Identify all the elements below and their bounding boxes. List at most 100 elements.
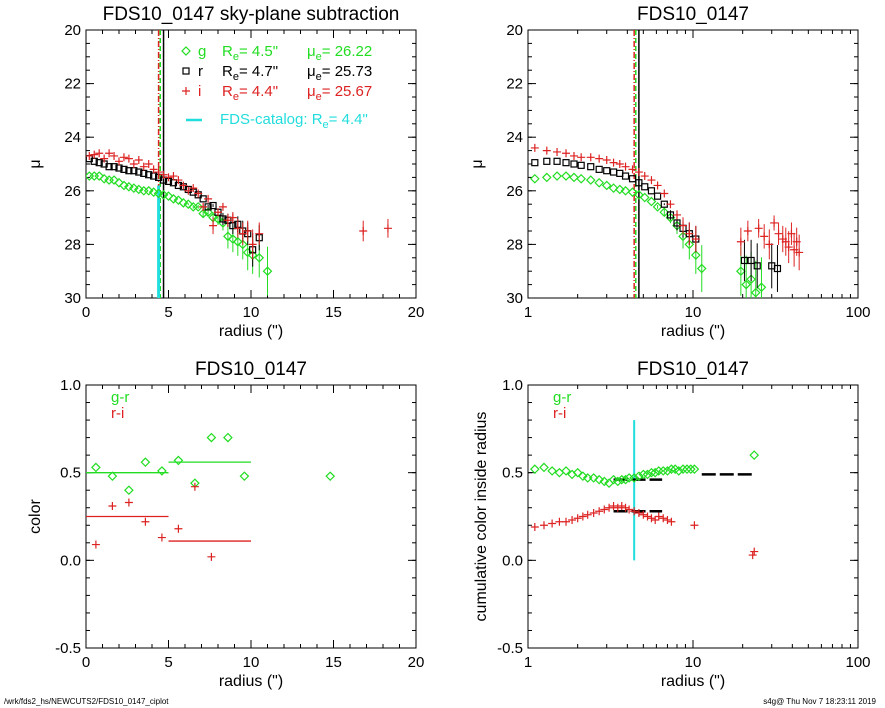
point-g: [750, 287, 761, 298]
point-i: [154, 168, 163, 177]
point-i: [228, 213, 237, 222]
point-ri: [141, 517, 150, 526]
y-tick-label: 0.5: [60, 465, 81, 482]
x-tick-label: 10: [685, 304, 702, 321]
point-g: [254, 252, 265, 263]
point-i: [660, 189, 669, 198]
x-tick-label: 10: [685, 654, 702, 671]
y-tick-label: 24: [64, 129, 81, 146]
point-r: [616, 169, 624, 177]
legend-band-i: i: [198, 83, 201, 100]
point-g: [237, 239, 248, 250]
point-ri: [617, 501, 626, 510]
point-i: [673, 210, 682, 219]
point-g: [89, 171, 100, 181]
point-ri: [583, 510, 592, 519]
x-tick-label: 10: [243, 654, 260, 671]
catalog-value: = 4.4": [329, 111, 368, 128]
y-tick-label: 24: [506, 129, 523, 146]
re-symbol: R: [222, 83, 233, 100]
re-symbol: R: [222, 43, 233, 60]
point-r: [595, 165, 603, 173]
point-g: [119, 180, 129, 191]
y-tick-label: 30: [506, 290, 523, 307]
point-r: [219, 215, 227, 223]
point-i: [754, 224, 763, 233]
point-ri: [595, 507, 604, 516]
point-g: [99, 173, 109, 184]
plot-area: [529, 30, 804, 298]
point-g: [124, 181, 134, 192]
legend-band-g: g: [198, 43, 206, 60]
point-gr: [547, 466, 557, 476]
footer-timestamp: s4g@ Thu Nov 7 18:23:11 2019: [763, 697, 876, 706]
chart-title: FDS10_0147: [637, 4, 749, 25]
point-gr: [561, 466, 571, 476]
point-r: [95, 159, 103, 167]
point-i: [653, 181, 662, 190]
point-i: [784, 243, 793, 252]
point-i: [795, 248, 804, 257]
footer-path: /wrk/fds2_hs/NEWCUTS2/FDS10_0147_ciplot: [4, 697, 169, 706]
point-i: [233, 224, 242, 233]
point-r: [609, 168, 618, 176]
point-i: [95, 149, 104, 158]
point-i: [609, 158, 618, 167]
legend-marker-r: [182, 67, 190, 75]
point-r: [145, 171, 153, 179]
point-gr: [612, 476, 623, 487]
re-subscript: e: [233, 91, 239, 103]
mu-value: = 26.22: [322, 43, 372, 60]
point-i: [736, 237, 745, 246]
point-i: [129, 160, 138, 168]
point-gr: [239, 471, 250, 482]
y-tick-label: 1.0: [502, 377, 523, 394]
point-ri: [530, 523, 539, 532]
point-ri: [625, 505, 634, 514]
point-gr: [599, 476, 610, 487]
point-ri: [562, 517, 571, 526]
point-gr: [638, 469, 649, 480]
re-value: = 4.7": [239, 63, 278, 80]
point-g: [684, 239, 695, 250]
y-axis-label: μ: [469, 159, 486, 168]
point-gr: [634, 471, 644, 482]
point-i: [530, 143, 539, 152]
point-i: [774, 229, 783, 238]
point-g: [158, 189, 169, 200]
point-r: [647, 187, 656, 195]
legend-re-i: Re= 4.4": [222, 83, 278, 103]
point-i: [647, 176, 656, 185]
point-g: [696, 263, 707, 274]
point-g: [242, 247, 253, 258]
point-i: [621, 162, 630, 171]
panel-cumulative-color-log: FDS10_0147 1 10 100 -0.5 0.0 0.5 1.0 radius (") c…: [473, 359, 871, 690]
point-r: [553, 157, 561, 165]
point-ri: [589, 508, 598, 517]
point-ri: [548, 519, 557, 528]
point-g: [143, 185, 154, 196]
point-r: [125, 167, 133, 175]
chart-title: FDS10_0147 sky-plane subtraction: [103, 4, 400, 25]
point-g: [262, 266, 273, 277]
point-g: [133, 184, 144, 195]
point-g: [585, 175, 596, 185]
point-g: [168, 193, 179, 204]
point-g: [634, 189, 644, 200]
point-ri: [190, 482, 199, 491]
x-axis-label: radius ("): [219, 323, 283, 340]
x-tick-label: 20: [408, 304, 425, 321]
point-g: [736, 266, 746, 277]
x-tick-label: 0: [82, 304, 90, 321]
point-i: [214, 208, 222, 217]
point-r: [641, 183, 649, 191]
catalog-label: FDS-catalog: R: [220, 111, 323, 128]
point-r: [135, 168, 143, 176]
point-i: [586, 153, 595, 162]
chart-title: FDS10_0147: [195, 359, 307, 380]
y-axis-label: color: [27, 498, 44, 533]
point-i: [238, 229, 247, 238]
point-r: [753, 262, 761, 270]
legend-band-r: r: [198, 63, 203, 80]
